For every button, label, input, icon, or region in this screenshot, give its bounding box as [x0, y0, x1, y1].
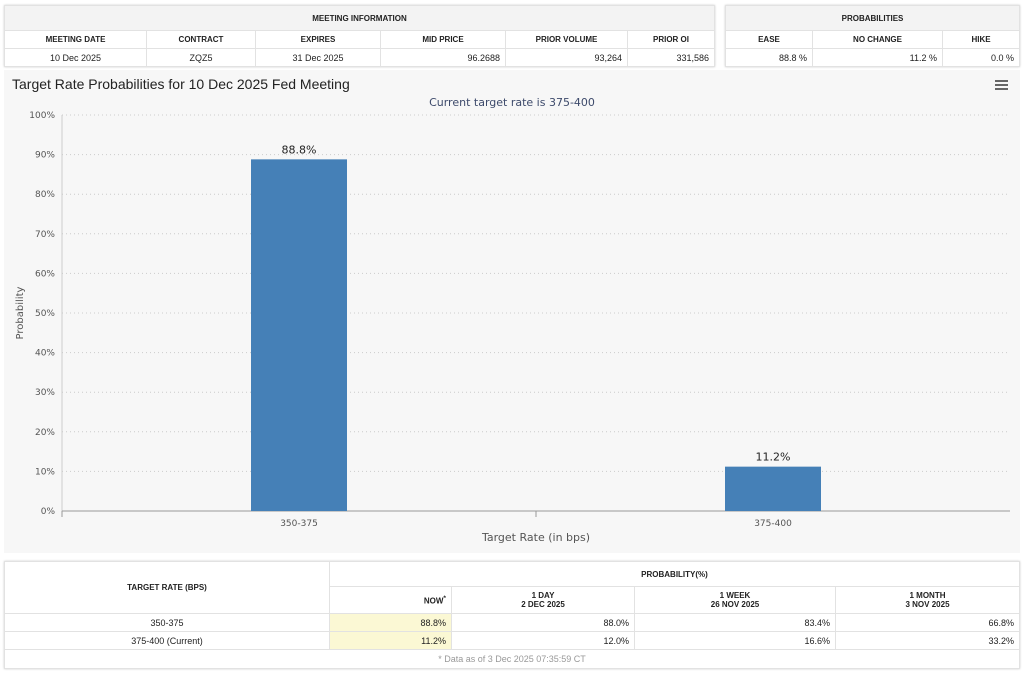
col-mid-price: MID PRICE	[380, 30, 506, 49]
data-label: 11.2%	[756, 451, 791, 464]
y-tick-label: 10%	[35, 467, 55, 477]
col-1-month: 1 MONTH 3 NOV 2025	[835, 586, 1020, 614]
y-tick-label: 30%	[35, 388, 55, 398]
probabilities-title: PROBABILITIES	[725, 5, 1020, 31]
col-hike: HIKE	[942, 30, 1020, 49]
ease-value: 88.8 %	[725, 48, 813, 67]
col-ease: EASE	[725, 30, 813, 49]
y-tick-label: 60%	[35, 269, 55, 279]
col-contract: CONTRACT	[146, 30, 256, 49]
now-cell: 88.8%	[329, 613, 452, 632]
chart-title: Target Rate Probabilities for 10 Dec 202…	[12, 76, 350, 92]
table-row: 375-400 (Current) 11.2% 12.0% 16.6% 33.2…	[4, 631, 1020, 650]
x-axis-title: Target Rate (in bps)	[481, 531, 590, 544]
meeting-date: 10 Dec 2025	[4, 48, 147, 67]
prior-oi: 331,586	[627, 48, 715, 67]
footnote: * Data as of 3 Dec 2025 07:35:59 CT	[4, 649, 1020, 669]
no-change-value: 11.2 %	[812, 48, 943, 67]
hamburger-menu-icon[interactable]	[995, 80, 1008, 92]
col-meeting-date: MEETING DATE	[4, 30, 147, 49]
col-prior-volume: PRIOR VOLUME	[505, 30, 628, 49]
mid-price: 96.2688	[380, 48, 506, 67]
prior-volume: 93,264	[505, 48, 628, 67]
col-now: NOW*	[329, 586, 452, 614]
month-cell: 66.8%	[835, 613, 1020, 632]
now-cell: 11.2%	[329, 631, 452, 650]
rate-cell: 375-400 (Current)	[4, 631, 330, 650]
y-tick-label: 90%	[35, 151, 55, 161]
hike-value: 0.0 %	[942, 48, 1020, 67]
rate-cell: 350-375	[4, 613, 330, 632]
contract: ZQZ5	[146, 48, 256, 67]
y-tick-label: 100%	[29, 111, 55, 121]
col-no-change: NO CHANGE	[812, 30, 943, 49]
x-tick-label: 350-375	[280, 519, 318, 529]
expires: 31 Dec 2025	[255, 48, 381, 67]
probabilities-table: PROBABILITIES EASE NO CHANGE HIKE 88.8 %…	[725, 5, 1020, 67]
day-cell: 88.0%	[451, 613, 635, 632]
y-tick-label: 40%	[35, 349, 55, 359]
data-label: 88.8%	[282, 143, 317, 156]
y-tick-label: 0%	[41, 507, 56, 517]
probability-header: PROBABILITY(%)	[329, 561, 1020, 587]
y-tick-label: 70%	[35, 230, 55, 240]
month-cell: 33.2%	[835, 631, 1020, 650]
chart-subtitle: Current target rate is 375-400	[429, 96, 595, 109]
target-rate-header: TARGET RATE (BPS)	[4, 561, 330, 614]
y-tick-label: 20%	[35, 428, 55, 438]
col-expires: EXPIRES	[255, 30, 381, 49]
col-1-day: 1 DAY 2 DEC 2025	[451, 586, 635, 614]
col-1-week: 1 WEEK 26 NOV 2025	[634, 586, 836, 614]
col-prior-oi: PRIOR OI	[627, 30, 715, 49]
y-tick-label: 80%	[35, 190, 55, 200]
day-cell: 12.0%	[451, 631, 635, 650]
x-tick-label: 375-400	[754, 519, 792, 529]
y-tick-label: 50%	[35, 309, 55, 319]
bar-375-400	[725, 466, 821, 511]
meeting-info-table: MEETING INFORMATION MEETING DATE CONTRAC…	[4, 5, 715, 67]
chart-panel: 0% 10% 20% 30% 40% 50% 60% 70% 80% 90% 100% 88.8% 35…	[4, 70, 1020, 553]
bar-chart: 0% 10% 20% 30% 40% 50% 60% 70% 80% 90% 100% 88.8% 35…	[15, 111, 1010, 544]
y-axis-title: Probability	[15, 286, 26, 339]
week-cell: 16.6%	[634, 631, 836, 650]
probability-history-table: TARGET RATE (BPS) PROBABILITY(%) NOW* 1 …	[4, 561, 1020, 669]
meeting-info-title: MEETING INFORMATION	[4, 5, 715, 31]
week-cell: 83.4%	[634, 613, 836, 632]
table-row: 350-375 88.8% 88.0% 83.4% 66.8%	[4, 613, 1020, 632]
bar-350-375	[251, 159, 347, 511]
